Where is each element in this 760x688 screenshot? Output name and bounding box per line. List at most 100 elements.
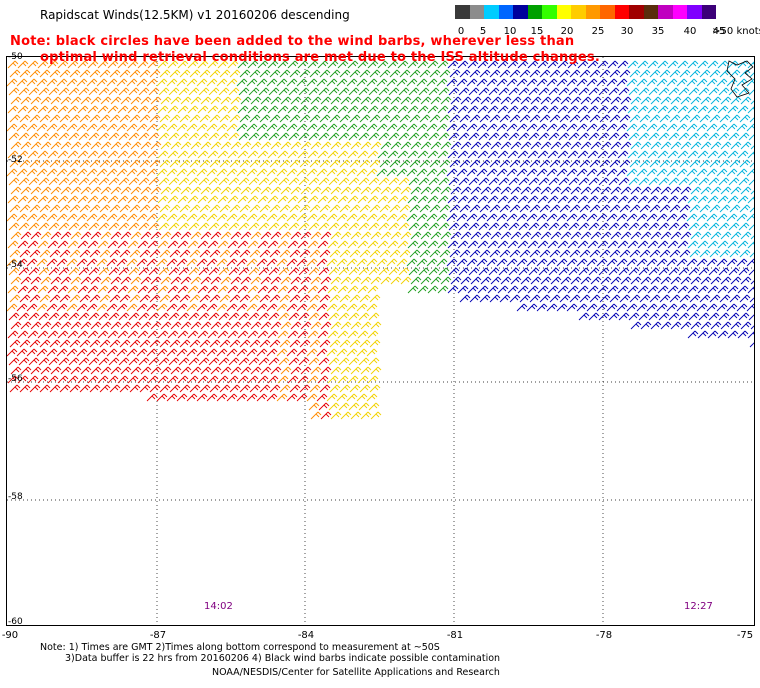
wind-barb bbox=[136, 213, 148, 222]
wind-barb bbox=[307, 375, 319, 384]
wind-barb bbox=[328, 177, 340, 186]
wind-barb bbox=[108, 312, 120, 321]
wind-barb bbox=[690, 321, 702, 330]
wind-barb bbox=[357, 195, 369, 204]
wind-barb bbox=[318, 312, 330, 321]
wind-barb bbox=[686, 78, 698, 87]
wind-barb bbox=[608, 267, 620, 276]
wind-barb bbox=[357, 240, 369, 249]
wind-barb bbox=[136, 303, 148, 312]
wind-barb bbox=[569, 294, 581, 303]
colorbar-swatch bbox=[672, 5, 687, 19]
wind-barb bbox=[266, 213, 278, 222]
wind-barb bbox=[608, 312, 620, 321]
wind-barb bbox=[150, 141, 162, 150]
wind-barb bbox=[387, 150, 399, 159]
wind-barb bbox=[96, 258, 108, 267]
wind-barb bbox=[470, 276, 482, 285]
wind-barb bbox=[367, 105, 379, 114]
wind-barb bbox=[396, 78, 408, 87]
wind-barb bbox=[329, 204, 341, 213]
wind-barb bbox=[36, 348, 48, 357]
wind-barb bbox=[547, 105, 559, 114]
wind-barb bbox=[279, 204, 291, 213]
wind-barb bbox=[718, 222, 730, 231]
wind-barb bbox=[620, 141, 632, 150]
wind-barb bbox=[346, 303, 358, 312]
wind-barb bbox=[9, 384, 21, 393]
wind-barb bbox=[489, 204, 501, 213]
wind-barb bbox=[368, 267, 380, 276]
wind-barb bbox=[657, 195, 669, 204]
wind-barb bbox=[526, 78, 538, 87]
wind-barb bbox=[10, 321, 22, 330]
wind-barb bbox=[720, 141, 732, 150]
wind-barb bbox=[580, 186, 592, 195]
wind-barb bbox=[530, 186, 542, 195]
wind-barb bbox=[389, 249, 401, 258]
wind-barb bbox=[298, 267, 310, 276]
wind-barb bbox=[246, 123, 258, 132]
wind-barb bbox=[46, 303, 58, 312]
wind-barb bbox=[368, 177, 380, 186]
wind-barb bbox=[8, 87, 20, 96]
wind-barb bbox=[640, 276, 652, 285]
wind-barb bbox=[337, 105, 349, 114]
wind-barb bbox=[527, 240, 539, 249]
wind-barb bbox=[519, 204, 531, 213]
wind-barb bbox=[360, 96, 372, 105]
wind-barb bbox=[136, 258, 148, 267]
wind-barb bbox=[369, 294, 381, 303]
wind-barb bbox=[618, 312, 630, 321]
wind-barb bbox=[699, 294, 711, 303]
wind-barb bbox=[620, 186, 632, 195]
wind-barb bbox=[117, 330, 129, 339]
wind-barb bbox=[659, 114, 671, 123]
wind-barb bbox=[626, 123, 638, 132]
wind-barb bbox=[467, 60, 479, 69]
wind-barb bbox=[598, 222, 610, 231]
wind-barb bbox=[558, 222, 570, 231]
wind-barb bbox=[516, 213, 528, 222]
wind-barb bbox=[478, 87, 490, 96]
wind-barb bbox=[547, 150, 559, 159]
wind-barb bbox=[108, 87, 120, 96]
wind-barb bbox=[648, 87, 660, 96]
wind-barb bbox=[106, 348, 118, 357]
wind-barb bbox=[539, 249, 551, 258]
wind-barb bbox=[729, 69, 741, 78]
wind-barb bbox=[598, 177, 610, 186]
wind-barb bbox=[348, 312, 360, 321]
wind-barb bbox=[557, 195, 569, 204]
wind-barb bbox=[728, 177, 740, 186]
wind-barb bbox=[99, 204, 111, 213]
wind-barb bbox=[747, 286, 754, 294]
wind-barb bbox=[670, 276, 682, 285]
wind-barb bbox=[20, 231, 32, 240]
wind-barb bbox=[687, 195, 699, 204]
wind-barb bbox=[296, 303, 308, 312]
wind-barb bbox=[478, 222, 490, 231]
wind-barb bbox=[97, 375, 109, 384]
wind-barb bbox=[390, 276, 402, 285]
wind-barb bbox=[607, 195, 619, 204]
wind-barb bbox=[167, 330, 179, 339]
wind-barb bbox=[248, 312, 260, 321]
wind-barb bbox=[657, 60, 669, 69]
wind-barb bbox=[336, 78, 348, 87]
wind-barb bbox=[117, 105, 129, 114]
wind-barb bbox=[730, 276, 742, 285]
wind-barb bbox=[326, 123, 338, 132]
wind-barb bbox=[68, 357, 80, 366]
wind-barb bbox=[346, 123, 358, 132]
wind-barb bbox=[578, 267, 590, 276]
wind-barb bbox=[188, 177, 200, 186]
wind-barb bbox=[638, 222, 650, 231]
wind-barb bbox=[187, 285, 199, 294]
wind-barb bbox=[350, 366, 362, 375]
wind-barb bbox=[127, 60, 139, 69]
wind-barb bbox=[436, 78, 448, 87]
wind-barb bbox=[509, 249, 521, 258]
wind-barb bbox=[258, 267, 270, 276]
wind-barb bbox=[566, 213, 578, 222]
